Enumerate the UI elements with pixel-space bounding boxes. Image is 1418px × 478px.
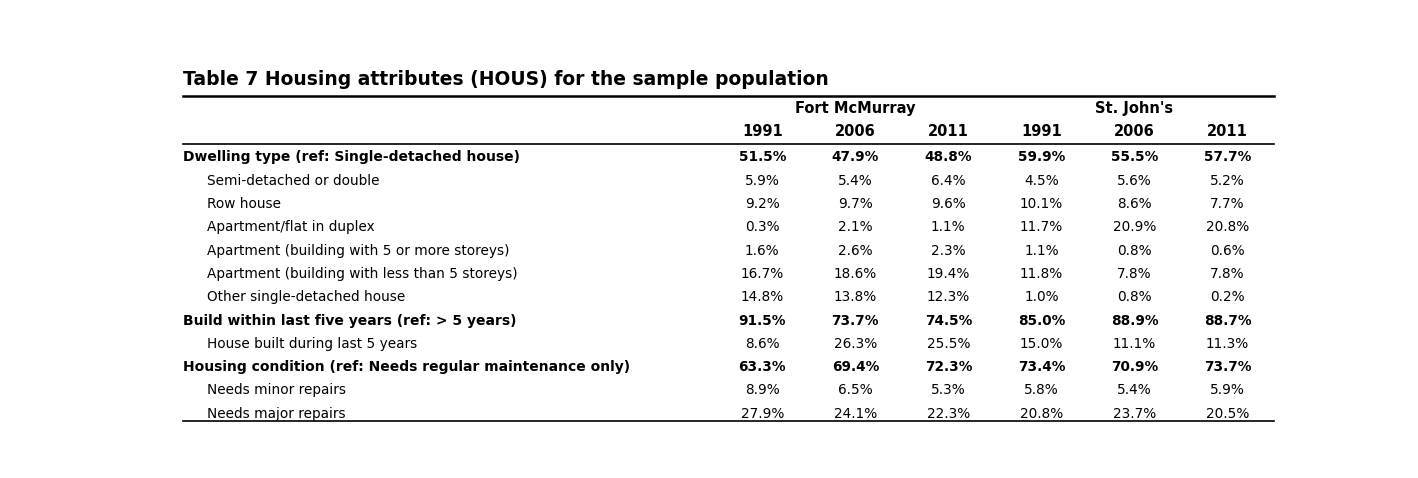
Text: 26.3%: 26.3% <box>834 337 876 351</box>
Text: 0.2%: 0.2% <box>1210 290 1245 304</box>
Text: 59.9%: 59.9% <box>1018 151 1065 164</box>
Text: 2011: 2011 <box>927 124 968 139</box>
Text: 8.6%: 8.6% <box>744 337 780 351</box>
Text: 1991: 1991 <box>1021 124 1062 139</box>
Text: 20.9%: 20.9% <box>1113 220 1156 234</box>
Text: 6.4%: 6.4% <box>932 174 966 188</box>
Text: 88.7%: 88.7% <box>1204 314 1251 327</box>
Text: 72.3%: 72.3% <box>925 360 971 374</box>
Text: 0.8%: 0.8% <box>1117 290 1151 304</box>
Text: 2006: 2006 <box>835 124 876 139</box>
Text: 48.8%: 48.8% <box>925 151 973 164</box>
Text: 9.2%: 9.2% <box>744 197 780 211</box>
Text: 5.9%: 5.9% <box>744 174 780 188</box>
Text: 6.5%: 6.5% <box>838 383 872 398</box>
Text: 12.3%: 12.3% <box>927 290 970 304</box>
Text: House built during last 5 years: House built during last 5 years <box>207 337 417 351</box>
Text: Housing condition (ref: Needs regular maintenance only): Housing condition (ref: Needs regular ma… <box>183 360 630 374</box>
Text: 91.5%: 91.5% <box>739 314 786 327</box>
Text: 9.6%: 9.6% <box>932 197 966 211</box>
Text: Dwelling type (ref: Single-detached house): Dwelling type (ref: Single-detached hous… <box>183 151 520 164</box>
Text: 47.9%: 47.9% <box>832 151 879 164</box>
Text: 7.7%: 7.7% <box>1210 197 1245 211</box>
Text: 69.4%: 69.4% <box>832 360 879 374</box>
Text: 15.0%: 15.0% <box>1020 337 1064 351</box>
Text: 88.9%: 88.9% <box>1110 314 1159 327</box>
Text: 5.6%: 5.6% <box>1117 174 1151 188</box>
Text: 0.8%: 0.8% <box>1117 244 1151 258</box>
Text: Semi-detached or double: Semi-detached or double <box>207 174 380 188</box>
Text: 11.1%: 11.1% <box>1113 337 1156 351</box>
Text: Fort McMurray: Fort McMurray <box>795 101 916 116</box>
Text: 73.7%: 73.7% <box>831 314 879 327</box>
Text: 24.1%: 24.1% <box>834 407 876 421</box>
Text: Needs major repairs: Needs major repairs <box>207 407 346 421</box>
Text: 70.9%: 70.9% <box>1110 360 1159 374</box>
Text: 19.4%: 19.4% <box>926 267 970 281</box>
Text: 13.8%: 13.8% <box>834 290 876 304</box>
Text: 2.3%: 2.3% <box>932 244 966 258</box>
Text: 5.9%: 5.9% <box>1210 383 1245 398</box>
Text: 2.6%: 2.6% <box>838 244 872 258</box>
Text: 1991: 1991 <box>742 124 783 139</box>
Text: 73.7%: 73.7% <box>1204 360 1251 374</box>
Text: 2.1%: 2.1% <box>838 220 872 234</box>
Text: 18.6%: 18.6% <box>834 267 876 281</box>
Text: 0.6%: 0.6% <box>1210 244 1245 258</box>
Text: 11.3%: 11.3% <box>1205 337 1249 351</box>
Text: 2011: 2011 <box>1207 124 1248 139</box>
Text: 57.7%: 57.7% <box>1204 151 1251 164</box>
Text: 27.9%: 27.9% <box>740 407 784 421</box>
Text: 73.4%: 73.4% <box>1018 360 1065 374</box>
Text: 2006: 2006 <box>1115 124 1154 139</box>
Text: Build within last five years (ref: > 5 years): Build within last five years (ref: > 5 y… <box>183 314 516 327</box>
Text: 8.9%: 8.9% <box>744 383 780 398</box>
Text: 7.8%: 7.8% <box>1117 267 1151 281</box>
Text: 10.1%: 10.1% <box>1020 197 1064 211</box>
Text: 8.6%: 8.6% <box>1117 197 1151 211</box>
Text: Other single-detached house: Other single-detached house <box>207 290 406 304</box>
Text: 5.3%: 5.3% <box>932 383 966 398</box>
Text: Apartment (building with less than 5 storeys): Apartment (building with less than 5 sto… <box>207 267 518 281</box>
Text: 20.8%: 20.8% <box>1020 407 1064 421</box>
Text: Needs minor repairs: Needs minor repairs <box>207 383 346 398</box>
Text: Apartment/flat in duplex: Apartment/flat in duplex <box>207 220 374 234</box>
Text: 1.0%: 1.0% <box>1024 290 1059 304</box>
Text: 1.6%: 1.6% <box>744 244 780 258</box>
Text: 0.3%: 0.3% <box>744 220 780 234</box>
Text: 63.3%: 63.3% <box>739 360 786 374</box>
Text: 23.7%: 23.7% <box>1113 407 1156 421</box>
Text: 20.5%: 20.5% <box>1205 407 1249 421</box>
Text: 11.7%: 11.7% <box>1020 220 1064 234</box>
Text: 4.5%: 4.5% <box>1024 174 1059 188</box>
Text: 5.8%: 5.8% <box>1024 383 1059 398</box>
Text: 16.7%: 16.7% <box>740 267 784 281</box>
Text: 74.5%: 74.5% <box>925 314 971 327</box>
Text: 22.3%: 22.3% <box>927 407 970 421</box>
Text: 14.8%: 14.8% <box>740 290 784 304</box>
Text: 9.7%: 9.7% <box>838 197 872 211</box>
Text: 1.1%: 1.1% <box>1024 244 1059 258</box>
Text: 5.4%: 5.4% <box>838 174 872 188</box>
Text: 85.0%: 85.0% <box>1018 314 1065 327</box>
Text: 1.1%: 1.1% <box>932 220 966 234</box>
Text: 11.8%: 11.8% <box>1020 267 1064 281</box>
Text: 5.2%: 5.2% <box>1210 174 1245 188</box>
Text: 20.8%: 20.8% <box>1205 220 1249 234</box>
Text: 7.8%: 7.8% <box>1210 267 1245 281</box>
Text: Table 7 Housing attributes (HOUS) for the sample population: Table 7 Housing attributes (HOUS) for th… <box>183 70 828 89</box>
Text: Apartment (building with 5 or more storeys): Apartment (building with 5 or more store… <box>207 244 509 258</box>
Text: 25.5%: 25.5% <box>926 337 970 351</box>
Text: 55.5%: 55.5% <box>1110 151 1159 164</box>
Text: Row house: Row house <box>207 197 281 211</box>
Text: St. John's: St. John's <box>1095 101 1174 116</box>
Text: 5.4%: 5.4% <box>1117 383 1151 398</box>
Text: 51.5%: 51.5% <box>739 151 786 164</box>
